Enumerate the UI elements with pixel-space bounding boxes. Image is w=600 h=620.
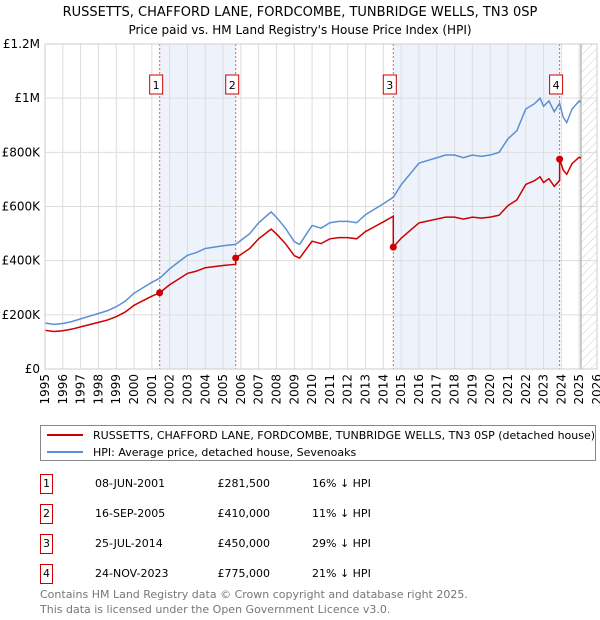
x-tick-label: 2010	[305, 374, 319, 405]
x-tick-label: 2012	[341, 374, 355, 405]
property-line	[44, 156, 582, 333]
sale-number: 1	[40, 474, 53, 494]
x-tick-label: 2013	[359, 374, 373, 405]
y-tick-label: £0	[25, 362, 40, 376]
legend-label: HPI: Average price, detached house, Seve…	[93, 445, 357, 459]
legend-item-hpi: HPI: Average price, detached house, Seve…	[47, 444, 356, 460]
x-tick-label: 2001	[145, 374, 159, 405]
x-tick-label: 2017	[430, 374, 444, 405]
x-tick-label: 2014	[376, 374, 390, 405]
legend: RUSSETTS, CHAFFORD LANE, FORDCOMBE, TUNB…	[40, 425, 596, 461]
sale-number: 3	[40, 534, 53, 554]
sale-hpi-diff: 21% ↓ HPI	[312, 567, 371, 580]
legend-item-property: RUSSETTS, CHAFFORD LANE, FORDCOMBE, TUNB…	[47, 427, 595, 443]
chart-title: RUSSETTS, CHAFFORD LANE, FORDCOMBE, TUNB…	[63, 5, 538, 20]
sale-row: 4 24-NOV-2023 £775,000 21% ↓ HPI	[40, 564, 440, 584]
footer-copyright: Contains HM Land Registry data © Crown c…	[40, 588, 468, 601]
footer-licence: This data is licensed under the Open Gov…	[40, 603, 391, 616]
x-tick-label: 2002	[163, 374, 177, 405]
x-tick-label: 1996	[56, 374, 70, 405]
x-tick-label: 2006	[234, 374, 248, 405]
sale-price: £281,500	[217, 477, 271, 490]
sale-row: 3 25-JUL-2014 £450,000 29% ↓ HPI	[40, 534, 440, 554]
legend-swatch-blue	[47, 451, 83, 453]
sale-date: 24-NOV-2023	[95, 567, 169, 580]
y-tick-label: £1.2M	[3, 37, 40, 51]
y-tick-label: £400K	[2, 254, 42, 268]
sale-marker	[232, 254, 240, 262]
sale-row: 1 08-JUN-2001 £281,500 16% ↓ HPI	[40, 474, 440, 494]
y-tick-label: £1M	[14, 91, 40, 105]
legend-label: RUSSETTS, CHAFFORD LANE, FORDCOMBE, TUNB…	[93, 428, 596, 442]
x-tick-label: 2023	[537, 374, 551, 405]
sale-label-number: 3	[386, 79, 393, 92]
sale-row: 2 16-SEP-2005 £410,000 11% ↓ HPI	[40, 504, 440, 524]
x-tick-label: 2026	[590, 374, 600, 405]
sale-number: 2	[40, 504, 53, 524]
sale-hpi-diff: 16% ↓ HPI	[312, 477, 371, 490]
sale-hpi-diff: 11% ↓ HPI	[312, 507, 371, 520]
x-tick-label: 2024	[554, 374, 568, 405]
x-tick-label: 2000	[127, 374, 141, 405]
x-tick-label: 2003	[180, 374, 194, 405]
sale-label-number: 2	[229, 79, 236, 92]
sale-date: 16-SEP-2005	[95, 507, 166, 520]
x-tick-label: 2025	[572, 374, 586, 405]
x-tick-label: 2020	[483, 374, 497, 405]
sale-date: 08-JUN-2001	[95, 477, 166, 490]
sale-price: £450,000	[217, 537, 271, 550]
sale-date: 25-JUL-2014	[95, 537, 163, 550]
x-tick-label: 2021	[501, 374, 515, 405]
y-tick-label: £600K	[2, 200, 42, 214]
x-tick-label: 2022	[519, 374, 533, 405]
x-tick-label: 1999	[109, 374, 123, 405]
x-tick-label: 2019	[465, 374, 479, 405]
legend-swatch-red	[47, 434, 83, 436]
x-tick-label: 2016	[412, 374, 426, 405]
y-tick-label: £800K	[2, 145, 42, 159]
y-tick-label: £200K	[2, 308, 42, 322]
sale-label-box	[149, 74, 164, 95]
hpi-line	[44, 96, 582, 326]
sale-marker	[389, 243, 397, 251]
sale-price: £410,000	[217, 507, 271, 520]
x-tick-label: 2008	[269, 374, 283, 405]
x-tick-label: 2018	[448, 374, 462, 405]
sale-marker	[156, 289, 164, 297]
x-tick-label: 2011	[323, 374, 337, 405]
sale-hpi-diff: 29% ↓ HPI	[312, 537, 371, 550]
price-chart: RUSSETTS, CHAFFORD LANE, FORDCOMBE, TUNB…	[2, 5, 600, 405]
x-tick-label: 2004	[198, 374, 212, 405]
sale-label-box	[549, 74, 564, 95]
sale-label-number: 4	[553, 79, 560, 92]
sale-label-number: 1	[153, 79, 160, 92]
chart-subtitle: Price paid vs. HM Land Registry's House …	[128, 23, 471, 37]
x-tick-label: 1995	[38, 374, 52, 405]
x-tick-label: 1997	[74, 374, 88, 405]
sale-number: 4	[40, 564, 53, 584]
sale-marker	[556, 155, 564, 163]
x-tick-label: 2005	[216, 374, 230, 405]
plot-frame	[44, 43, 598, 370]
sale-price: £775,000	[217, 567, 271, 580]
x-tick-label: 2007	[252, 374, 266, 405]
x-tick-label: 1998	[91, 374, 105, 405]
x-tick-label: 2015	[394, 374, 408, 405]
sale-label-box	[382, 74, 397, 95]
x-tick-label: 2009	[287, 374, 301, 405]
sale-label-box	[225, 74, 240, 95]
